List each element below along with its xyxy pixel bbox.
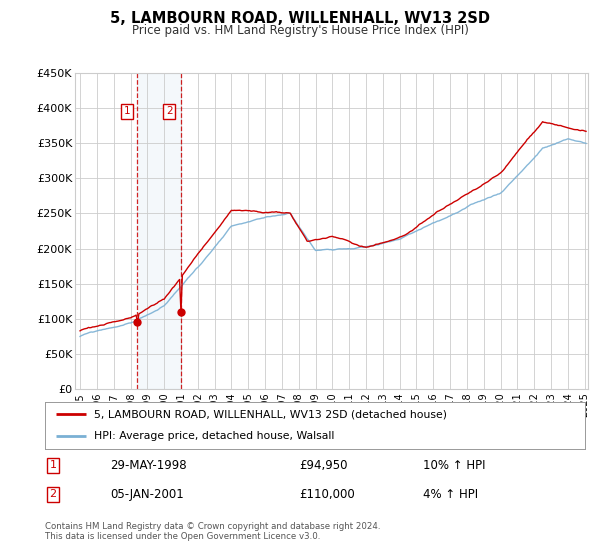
Text: 05-JAN-2001: 05-JAN-2001 — [110, 488, 184, 501]
Text: Contains HM Land Registry data © Crown copyright and database right 2024.
This d: Contains HM Land Registry data © Crown c… — [45, 522, 380, 542]
Text: £110,000: £110,000 — [299, 488, 355, 501]
Text: 5, LAMBOURN ROAD, WILLENHALL, WV13 2SD: 5, LAMBOURN ROAD, WILLENHALL, WV13 2SD — [110, 11, 490, 26]
Text: 10% ↑ HPI: 10% ↑ HPI — [423, 459, 485, 472]
Text: Price paid vs. HM Land Registry's House Price Index (HPI): Price paid vs. HM Land Registry's House … — [131, 24, 469, 36]
Text: 29-MAY-1998: 29-MAY-1998 — [110, 459, 187, 472]
Text: 4% ↑ HPI: 4% ↑ HPI — [423, 488, 478, 501]
Text: 2: 2 — [166, 106, 173, 116]
Bar — [137, 73, 181, 389]
Text: 2: 2 — [50, 489, 56, 500]
Bar — [568, 73, 588, 389]
Text: 1: 1 — [124, 106, 130, 116]
Text: 1: 1 — [50, 460, 56, 470]
Text: 5, LAMBOURN ROAD, WILLENHALL, WV13 2SD (detached house): 5, LAMBOURN ROAD, WILLENHALL, WV13 2SD (… — [94, 409, 446, 419]
Text: HPI: Average price, detached house, Walsall: HPI: Average price, detached house, Wals… — [94, 431, 334, 441]
Text: £94,950: £94,950 — [299, 459, 347, 472]
